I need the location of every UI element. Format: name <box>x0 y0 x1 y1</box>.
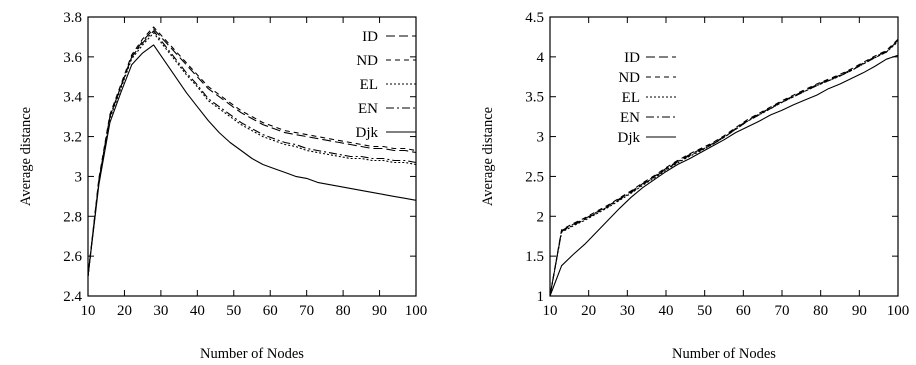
x-tick-label: 40 <box>659 303 674 319</box>
x-tick-label: 30 <box>620 303 635 319</box>
x-tick-label: 20 <box>581 303 596 319</box>
series-line-nd <box>87 26 417 277</box>
x-tick-label: 90 <box>372 303 387 319</box>
legend-label: EN <box>620 110 640 126</box>
series-line-djk <box>549 54 899 297</box>
legend-label: EL <box>622 90 640 106</box>
y-tick-label: 4 <box>537 50 545 66</box>
x-tick-label: 70 <box>299 303 314 319</box>
y-axis-label: Average distance <box>480 107 496 206</box>
x-tick-label: 100 <box>887 303 910 319</box>
plot-frame <box>549 16 899 297</box>
series-line-id <box>549 40 899 297</box>
x-tick-label: 30 <box>153 303 168 319</box>
series-line-en <box>549 39 899 297</box>
y-tick-label: 3.5 <box>525 90 544 106</box>
series-line-en <box>87 30 417 277</box>
y-tick-label: 4.5 <box>525 10 544 26</box>
x-tick-label: 50 <box>697 303 712 319</box>
chart-1: 10 20 30 40 50 60 70 80 90 100 2.4 2.6 2.8 3 3.2 3.4 3.6… <box>18 10 427 362</box>
y-tick-label: 1.5 <box>525 249 544 265</box>
y-tick-label: 2.4 <box>63 289 82 305</box>
x-tick-label: 50 <box>226 303 241 319</box>
x-axis-label: Number of Nodes <box>200 346 304 362</box>
x-tick-label: 80 <box>336 303 351 319</box>
legend: ID ND EL EN Djk <box>356 29 416 141</box>
x-tick-label: 70 <box>775 303 790 319</box>
y-axis-label: Average distance <box>18 107 34 206</box>
legend-label: Djk <box>356 125 379 141</box>
x-tick-label: 80 <box>813 303 828 319</box>
y-tick-label: 2.5 <box>525 169 544 185</box>
y-tick-label: 3.4 <box>63 90 82 106</box>
legend-label: ID <box>624 50 640 66</box>
y-tick-label: 3 <box>75 169 83 185</box>
x-tick-label: 90 <box>852 303 867 319</box>
x-tick-label: 40 <box>190 303 205 319</box>
y-tick-label: 3.2 <box>63 130 82 146</box>
y-tick-label: 3 <box>537 130 545 146</box>
legend: ID ND EL EN Djk <box>618 50 676 146</box>
y-tick-label: 3.6 <box>63 50 82 66</box>
x-tick-label: 10 <box>81 303 96 319</box>
y-tick-label: 2.6 <box>63 249 82 265</box>
y-tick-label: 1 <box>537 289 545 305</box>
legend-label: EL <box>360 77 378 93</box>
y-tick-label: 2.8 <box>63 209 82 225</box>
y-tick-label: 3.8 <box>63 10 82 26</box>
legend-label: Djk <box>618 130 641 146</box>
x-tick-label: 60 <box>736 303 751 319</box>
legend-label: ND <box>618 70 640 86</box>
chart-2: 10 20 30 40 50 60 70 80 90 100 1 1.5 2 2.5 3 3.5 4 4.5 Num… <box>480 10 909 362</box>
x-tick-label: 20 <box>117 303 132 319</box>
x-tick-label: 100 <box>405 303 428 319</box>
series-line-djk <box>87 44 417 277</box>
legend-label: ND <box>356 53 378 69</box>
series-line-nd <box>549 38 899 297</box>
plot-frame <box>87 16 417 297</box>
y-tick-label: 2 <box>537 209 545 225</box>
x-tick-label: 60 <box>263 303 278 319</box>
series-line-el <box>549 41 899 297</box>
series-line-el <box>87 32 417 277</box>
x-axis-label: Number of Nodes <box>672 346 776 362</box>
series-line-id <box>87 28 417 277</box>
legend-label: EN <box>358 101 378 117</box>
x-tick-label: 10 <box>543 303 558 319</box>
legend-label: ID <box>362 29 378 45</box>
